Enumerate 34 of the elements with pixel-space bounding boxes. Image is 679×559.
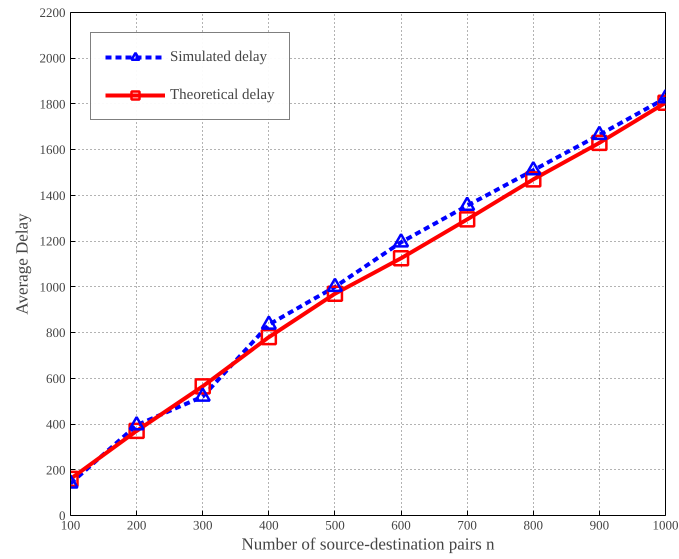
y-tick-label: 1200 [40, 234, 66, 249]
y-tick-label: 1000 [40, 279, 66, 294]
y-tick-label: 1800 [40, 96, 66, 112]
x-tick-label: 600 [391, 518, 411, 532]
y-tick-label: 600 [46, 370, 66, 386]
legend-label: Theoretical delay [170, 86, 275, 104]
point [525, 160, 542, 176]
y-tick-label: 2000 [40, 50, 66, 66]
point [260, 328, 278, 346]
y-tick-label: 800 [46, 325, 66, 340]
point [392, 232, 410, 248]
x-axis-title: Number of source-destination pairs n [241, 534, 496, 554]
point [458, 196, 476, 211]
x-tick-label: 500 [325, 518, 345, 532]
point [326, 278, 344, 292]
y-axis-title: Average Delay [12, 212, 32, 315]
x-tick-label: 300 [192, 518, 212, 532]
y-tick-label: 1400 [40, 188, 66, 203]
y-tick-label: 1600 [40, 142, 66, 158]
x-tick-label: 800 [524, 518, 544, 532]
point [591, 125, 608, 140]
point [392, 250, 410, 267]
y-tick-label: 200 [46, 462, 66, 478]
point [260, 315, 278, 330]
point [458, 211, 476, 228]
y-tick-label: 400 [46, 416, 66, 432]
x-tick-label: 1000 [652, 518, 678, 532]
y-tick-label: 2200 [40, 5, 66, 20]
x-tick-label: 200 [126, 518, 146, 532]
x-tick-label: 700 [457, 518, 477, 532]
point [194, 378, 211, 395]
x-tick-label: 900 [590, 518, 610, 532]
x-tick-label: 400 [259, 518, 279, 532]
legend-label: Simulated delay [170, 48, 268, 66]
